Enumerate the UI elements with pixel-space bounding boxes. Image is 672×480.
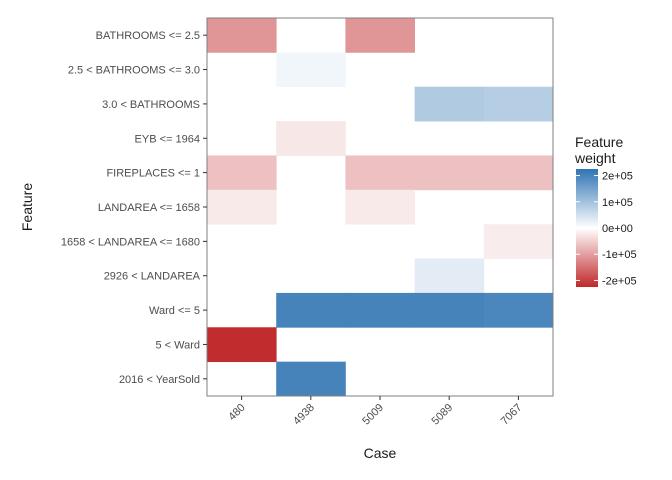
legend-tick-label: -1e+05 <box>602 249 637 261</box>
legend-title-line-2: weight <box>574 150 616 166</box>
heatmap-cell <box>483 224 554 259</box>
heatmap-cell <box>483 86 554 122</box>
heatmap-cell <box>414 86 485 122</box>
y-tick-label: 1658 < LANDAREA <= 1680 <box>61 236 200 248</box>
heatmap-cell <box>276 292 346 328</box>
heatmap-cell <box>345 292 415 328</box>
y-tick-label: Ward <= 5 <box>149 305 200 317</box>
y-tick-label: 2.5 < BATHROOMS <= 3.0 <box>68 65 200 77</box>
legend-tick-label: -2e+05 <box>602 275 637 287</box>
heatmap-cell <box>276 361 346 397</box>
heatmap-cell <box>207 155 277 191</box>
y-tick-label: EYB <= 1964 <box>135 133 200 145</box>
heatmap-cell <box>414 258 485 294</box>
x-axis-ticks: 480 4938 5009 5089 7067 <box>226 396 525 428</box>
legend-tick-label: 0e+00 <box>602 223 633 235</box>
y-axis-title: Feature <box>19 183 35 231</box>
y-tick-label: LANDAREA <= 1658 <box>98 202 200 214</box>
legend: Feature weight 2e+05 1e+05 0e+00 -1e+05 -2e+… <box>574 134 637 287</box>
heatmap-cell <box>345 155 415 191</box>
heatmap-cell <box>276 121 346 156</box>
legend-tick-label: 2e+05 <box>602 171 633 183</box>
x-tick-label: 480 <box>226 402 247 423</box>
legend-colorbar <box>576 169 598 287</box>
heatmap-cell <box>483 155 554 191</box>
heatmap-cell <box>345 18 415 53</box>
heatmap-cell <box>414 292 485 328</box>
x-tick-label: 5009 <box>360 402 386 428</box>
heatmap-cell <box>207 18 277 53</box>
x-tick-label: 4938 <box>291 402 317 428</box>
y-tick-label: 2016 < YearSold <box>119 374 200 386</box>
plot-panel <box>206 17 554 397</box>
heatmap-cell <box>207 327 277 363</box>
heatmap-cell <box>276 52 346 88</box>
y-tick-label: FIREPLACES <= 1 <box>106 168 200 180</box>
y-axis-ticks: BATHROOMS <= 2.5 2.5 < BATHROOMS <= 3.0 3.… <box>61 30 207 386</box>
legend-ticks: 2e+05 1e+05 0e+00 -1e+05 -2e+05 <box>576 171 637 287</box>
heatmap-cell <box>414 155 485 191</box>
heatmap-cell <box>207 189 277 225</box>
legend-title-line-1: Feature <box>575 134 623 150</box>
heatmap-cells <box>207 18 554 397</box>
y-tick-label: 5 < Ward <box>155 339 200 351</box>
heatmap-cell <box>345 189 415 225</box>
y-tick-label: BATHROOMS <= 2.5 <box>96 30 200 42</box>
y-tick-label: 3.0 < BATHROOMS <box>102 99 200 111</box>
x-tick-label: 7067 <box>499 402 525 428</box>
x-axis-title: Case <box>364 445 397 461</box>
x-tick-label: 5089 <box>430 402 456 428</box>
y-tick-label: 2926 < LANDAREA <box>104 271 201 283</box>
heatmap-cell <box>483 292 554 328</box>
legend-tick-label: 1e+05 <box>602 197 633 209</box>
